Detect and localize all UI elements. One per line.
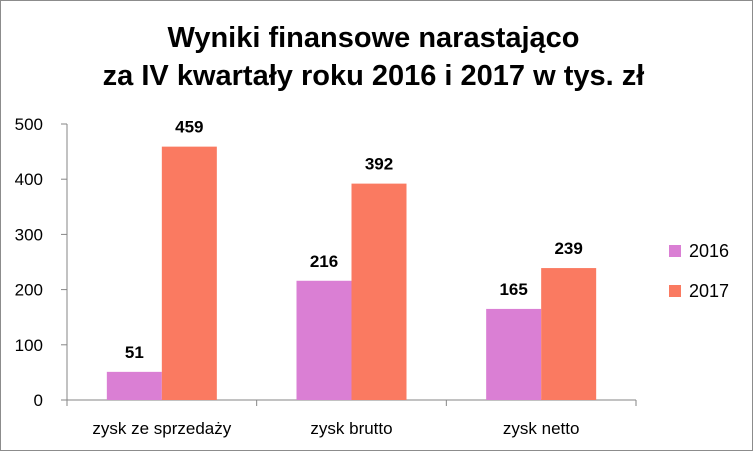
data-label: 392 <box>365 155 393 174</box>
legend-swatch-2017 <box>669 285 681 297</box>
y-tick-label: 300 <box>15 225 43 244</box>
y-tick-label: 500 <box>15 115 43 134</box>
y-tick-label: 400 <box>15 170 43 189</box>
y-tick-label: 0 <box>34 391 43 410</box>
y-tick-label: 200 <box>15 281 43 300</box>
data-label: 51 <box>125 343 144 362</box>
bar-2017-0 <box>161 146 217 400</box>
chart-title-line-1: Wyniki finansowe narastająco <box>167 22 580 54</box>
y-tick-label: 100 <box>15 336 43 355</box>
bar-2016-2 <box>486 308 542 400</box>
chart-title: Wyniki finansowe narastająco za IV kwart… <box>1 19 746 95</box>
bar-2017-2 <box>541 268 597 400</box>
x-category-label: zysk netto <box>503 419 580 438</box>
data-label: 239 <box>554 239 582 258</box>
data-label: 459 <box>175 118 203 137</box>
x-category-label: zysk ze sprzedaży <box>92 419 231 438</box>
x-category-label: zysk brutto <box>310 419 392 438</box>
data-label: 165 <box>499 280 527 299</box>
data-label: 216 <box>310 252 338 271</box>
legend-label: 2016 <box>689 241 729 261</box>
legend-label: 2017 <box>689 281 729 301</box>
bar-2016-0 <box>106 371 162 400</box>
bar-2017-1 <box>351 183 407 400</box>
chart-title-line-2: za IV kwartały roku 2016 i 2017 w tys. z… <box>102 60 645 92</box>
bar-2016-1 <box>296 280 352 400</box>
legend-swatch-2016 <box>669 245 681 257</box>
